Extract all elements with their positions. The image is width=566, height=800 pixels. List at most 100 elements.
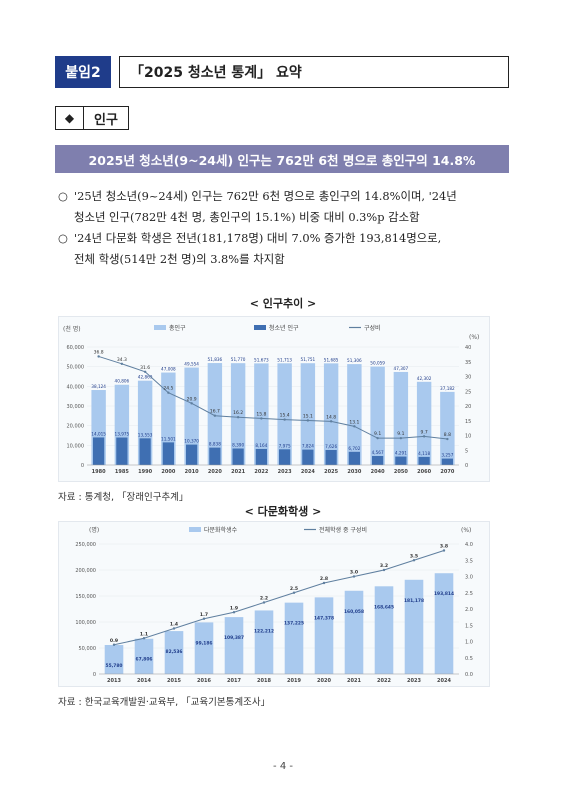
y2-tick-label: 4.0	[465, 542, 473, 548]
bar-youth	[209, 447, 221, 465]
bar-students	[164, 631, 184, 674]
bar-total	[323, 363, 339, 465]
data-label-youth: 3,257	[441, 453, 453, 458]
y-tick-label: 50,000	[79, 646, 97, 652]
x-tick-label: 2017	[227, 678, 241, 684]
legend-label: 다문화학생수	[204, 526, 238, 534]
bar-youth	[279, 449, 291, 465]
data-label-youth: 10,370	[184, 439, 199, 444]
data-label-ratio: 16.7	[210, 409, 220, 415]
section-label: 인구	[94, 112, 118, 128]
y2-tick-label: 20	[465, 404, 471, 410]
x-tick-label: 2021	[231, 469, 245, 475]
legend-label: 구성비	[364, 324, 381, 332]
bar-youth	[302, 449, 314, 465]
data-label-students: 109,387	[224, 635, 244, 641]
point-ratio	[202, 617, 206, 620]
data-label-ratio: 1.1	[140, 631, 148, 637]
point-ratio	[422, 435, 426, 438]
point-ratio	[376, 436, 379, 440]
x-tick-label: 2016	[197, 678, 211, 684]
data-label-youth: 13,975	[115, 432, 130, 437]
point-ratio	[446, 437, 449, 441]
point-ratio	[283, 418, 286, 421]
point-ratio	[167, 391, 170, 394]
bar-total	[161, 372, 176, 465]
bar-students	[344, 590, 364, 674]
bullet-list: ○ '25년 청소년(9~24세) 인구는 762만 6천 명으로 총인구의 1…	[58, 186, 514, 270]
data-label-youth: 4,567	[372, 450, 384, 455]
bar-total	[300, 363, 316, 465]
chart2-title: < 다문화학생 >	[244, 505, 322, 518]
data-label-students: 147,378	[314, 615, 334, 621]
data-label-youth: 7,824	[302, 444, 314, 449]
point-ratio	[352, 575, 356, 578]
data-label-ratio: 3.0	[350, 570, 358, 576]
section-header: ◆ 인구	[55, 106, 129, 130]
data-label-total: 37,182	[440, 386, 455, 391]
bar-students	[314, 597, 334, 674]
y2-tick-label: 35	[465, 360, 471, 366]
bar-youth	[116, 437, 128, 465]
y2-tick-label: 0.0	[465, 672, 473, 678]
bullet-line: 청소년 인구(782만 4천 명, 총인구의 15.1%) 비중 대비 0.3%…	[74, 210, 420, 224]
bar-youth	[441, 458, 453, 465]
x-tick-label: 2014	[137, 678, 151, 684]
bar-total	[416, 381, 432, 465]
population-chart: (천 명) (%) 총인구 청소년 인구 구성비 0 10,000 20,000 30,000 4…	[58, 316, 490, 482]
x-tick-label: 2020	[317, 678, 331, 684]
x-tick-label: 2060	[417, 469, 431, 475]
bar-total	[207, 363, 223, 465]
legend-label: 총인구	[169, 324, 186, 332]
data-label-total: 38,124	[91, 384, 106, 389]
bar-students	[374, 586, 394, 674]
series-line-ratio	[113, 550, 445, 646]
data-label-total: 42,302	[417, 376, 432, 381]
data-label-ratio: 2.2	[260, 596, 268, 602]
point-ratio	[112, 643, 116, 646]
bar-students	[104, 644, 124, 674]
x-tick-label: 2010	[185, 469, 199, 475]
data-label-total: 47,307	[394, 366, 409, 371]
data-label-youth: 14,015	[91, 431, 106, 436]
point-ratio	[292, 591, 296, 594]
bar-youth	[255, 448, 267, 465]
y2-tick-label: 2.0	[465, 607, 473, 613]
x-tick-label: 2023	[278, 469, 292, 475]
x-tick-label: 2018	[257, 678, 271, 684]
data-label-youth: 7,975	[279, 443, 291, 448]
diamond-icon: ◆	[56, 107, 84, 129]
x-tick-label: 2023	[407, 678, 421, 684]
bar-students	[224, 617, 244, 674]
point-ratio	[353, 425, 356, 428]
multicultural-chart-svg: (명) (%) 다문화학생수 전체학생 중 구성비 0 50,000 100,000 150,…	[75, 526, 473, 684]
y2-tick-label: 1.0	[465, 640, 473, 646]
data-label-youth: 4,291	[395, 451, 407, 456]
point-ratio	[260, 417, 263, 420]
y-tick-label: 60,000	[67, 345, 85, 351]
y2-tick-label: 30	[465, 375, 471, 381]
data-label-youth: 13,553	[138, 432, 153, 437]
data-label-ratio: 16.2	[233, 410, 243, 416]
data-label-total: 51,713	[277, 357, 292, 362]
point-ratio	[442, 549, 446, 552]
data-label-total: 51,751	[301, 357, 316, 362]
circle-bullet-icon: ○	[58, 189, 68, 203]
bar-students	[254, 610, 274, 674]
y2-tick-label: 2.5	[465, 591, 473, 597]
data-label-ratio: 15.4	[280, 413, 290, 419]
circle-bullet-icon: ○	[58, 231, 68, 245]
x-tick-label: 2020	[208, 469, 222, 475]
data-label-total: 51,306	[347, 358, 362, 363]
multicultural-chart: (명) (%) 다문화학생수 전체학생 중 구성비 0 50,000 100,000 150,…	[58, 521, 490, 687]
legend-swatch	[154, 325, 166, 330]
page-number: - 4 -	[273, 761, 293, 772]
data-label-ratio: 3.5	[410, 553, 418, 559]
data-label-total: 51,770	[231, 357, 246, 362]
y2-tick-label: 3.0	[465, 575, 473, 581]
data-label-youth: 8,838	[209, 442, 221, 447]
series-line-ratio	[98, 355, 448, 440]
data-label-ratio: 9.1	[397, 431, 404, 437]
point-ratio	[399, 436, 403, 440]
data-label-total: 49,554	[184, 362, 199, 367]
